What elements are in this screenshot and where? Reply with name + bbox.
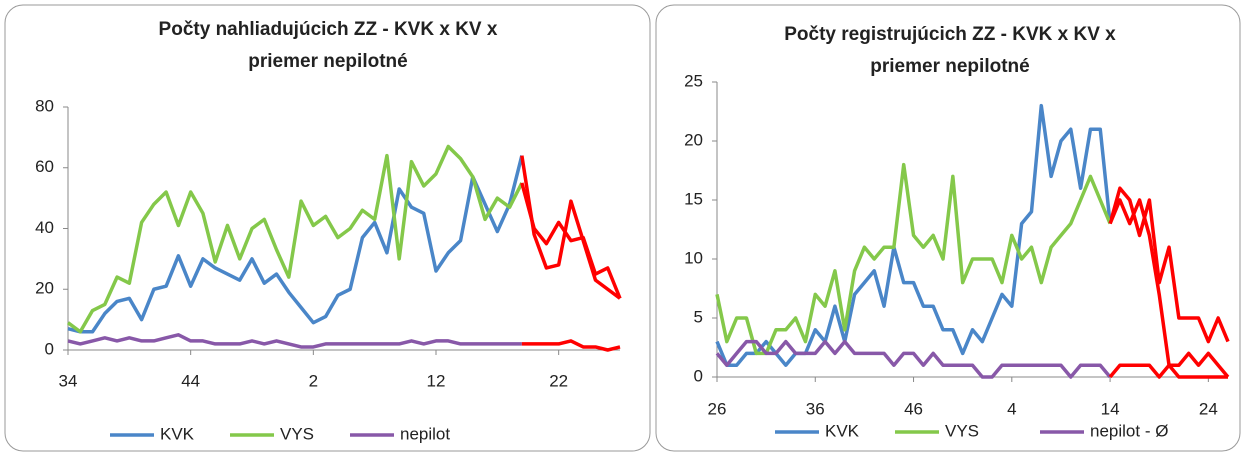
chart-title: Počty nahliadujúcich ZZ - KVK x KV x [159, 19, 498, 40]
y-tick-label: 25 [684, 71, 703, 90]
y-tick-label: 20 [35, 279, 54, 298]
x-tick-label: 34 [59, 371, 78, 390]
x-tick-label: 26 [708, 399, 727, 418]
highlight-line [520, 155, 622, 300]
highlight-line [521, 339, 621, 352]
legend-label: VYS [945, 421, 979, 440]
legend-label: KVK [160, 424, 195, 443]
chart-title: Počty registrujúcich ZZ - KVK x KV x [784, 24, 1116, 45]
series-line [715, 103, 1112, 367]
legend-label: VYS [280, 424, 314, 443]
y-tick-label: 0 [694, 366, 703, 385]
y-tick-label: 60 [35, 157, 54, 176]
y-tick-label: 5 [694, 307, 703, 326]
y-tick-label: 15 [684, 189, 703, 208]
legend-label: nepilot [400, 424, 450, 443]
highlight-line [1108, 363, 1228, 379]
y-tick-label: 40 [35, 218, 54, 237]
x-tick-label: 4 [1007, 399, 1016, 418]
highlight-line [1108, 186, 1230, 344]
x-tick-label: 2 [309, 371, 318, 390]
chart-title: priemer nepilotné [870, 56, 1029, 77]
y-tick-label: 0 [45, 339, 54, 358]
highlight-line [520, 182, 622, 300]
y-tick-label: 20 [684, 130, 703, 149]
x-tick-label: 22 [549, 371, 568, 390]
x-tick-label: 14 [1101, 399, 1120, 418]
y-tick-label: 10 [684, 248, 703, 267]
series-line [67, 155, 524, 334]
x-tick-label: 24 [1199, 399, 1218, 418]
chart-title: priemer nepilotné [248, 51, 407, 72]
x-tick-label: 36 [806, 399, 825, 418]
x-tick-label: 12 [427, 371, 446, 390]
legend-label: nepilot - Ø [1090, 421, 1168, 440]
series-line [67, 333, 522, 349]
series-line [715, 162, 1112, 356]
series-line [66, 144, 524, 334]
series-line [715, 339, 1112, 379]
y-tick-label: 80 [35, 96, 54, 115]
x-tick-label: 44 [181, 371, 200, 390]
x-tick-label: 46 [904, 399, 923, 418]
legend-label: KVK [825, 421, 860, 440]
